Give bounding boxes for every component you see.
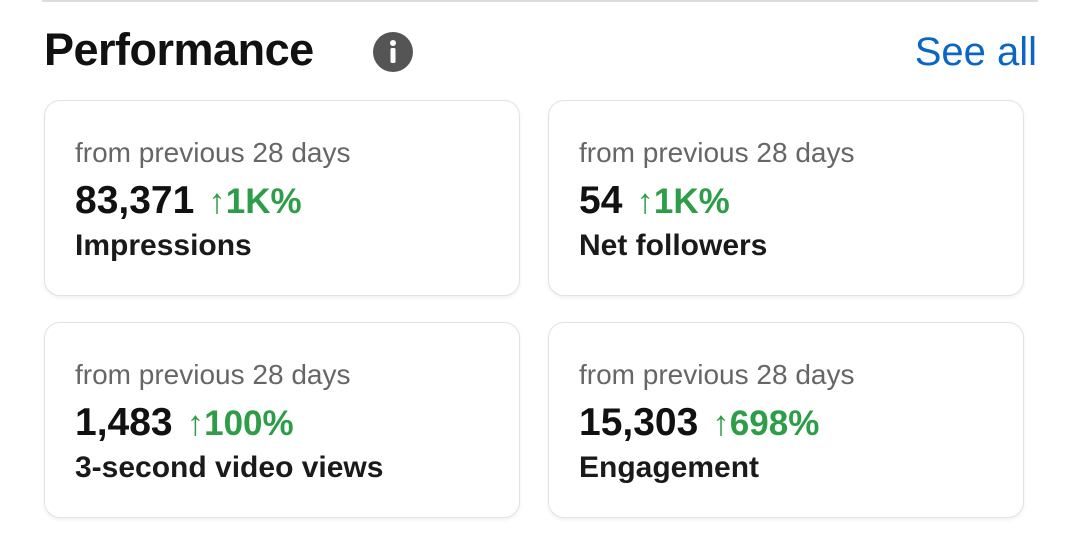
- section-title: Performance: [44, 24, 314, 75]
- metric-card[interactable]: from previous 28 days 83,371 ↑1K% Impressio…: [44, 100, 520, 296]
- divider: [42, 0, 1038, 2]
- value-row: 1,483 ↑100%: [75, 401, 294, 445]
- metric-label: Engagement: [579, 451, 760, 484]
- metric-label: Impressions: [75, 229, 252, 262]
- period-text: from previous 28 days: [579, 137, 855, 168]
- period-text: from previous 28 days: [75, 359, 351, 390]
- period-text: from previous 28 days: [75, 137, 351, 168]
- metric-change: ↑100%: [186, 404, 294, 443]
- metric-label: Net followers: [579, 229, 768, 262]
- metric-value: 83,371: [75, 179, 195, 222]
- value-row: 54 ↑1K%: [579, 179, 730, 223]
- value-row: 15,303 ↑698%: [579, 401, 819, 445]
- metric-value: 15,303: [579, 401, 699, 444]
- info-icon[interactable]: [373, 32, 413, 72]
- metric-change: ↑698%: [712, 404, 820, 443]
- metric-change: ↑1K%: [636, 182, 730, 221]
- metric-card[interactable]: from previous 28 days 15,303 ↑698% Engageme…: [548, 322, 1024, 518]
- value-row: 83,371 ↑1K%: [75, 179, 302, 223]
- period-text: from previous 28 days: [579, 359, 855, 390]
- metric-card[interactable]: from previous 28 days 54 ↑1K% Net followers: [548, 100, 1024, 296]
- metric-value: 54: [579, 179, 623, 222]
- see-all-link[interactable]: See all: [914, 30, 1037, 74]
- metric-change: ↑1K%: [208, 182, 302, 221]
- metric-label: 3-second video views: [75, 451, 384, 484]
- metric-value: 1,483: [75, 401, 173, 444]
- metric-card[interactable]: from previous 28 days 1,483 ↑100% 3-second …: [44, 322, 520, 518]
